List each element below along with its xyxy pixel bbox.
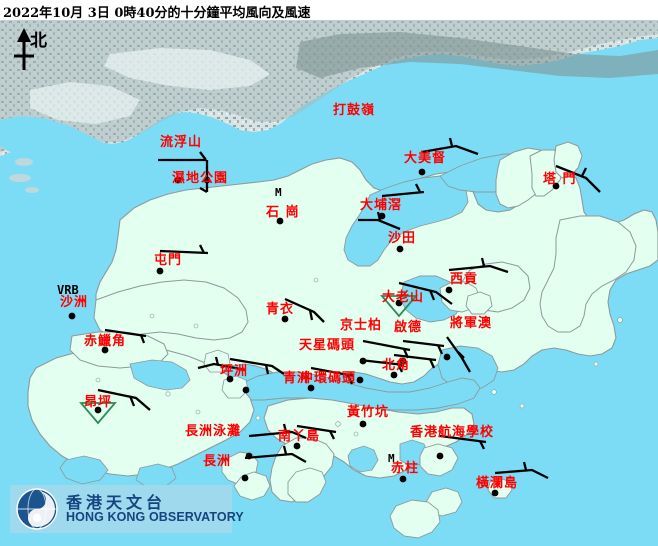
map-canvas [0,20,658,546]
map-geometry [0,20,658,546]
station-label-peng-chau: 坪洲 [220,364,249,379]
station-label-tsing-yi: 青衣 [266,302,295,317]
station-label-tate-s-cairn: 大老山 [382,290,425,305]
station-label-green-island: 青洲 [283,371,312,386]
station-label-central-pier: 中環碼頭 [300,371,357,386]
station-marker-sha-chau: VRB [57,283,79,297]
station-label-dagulingi: 打鼓嶺 [333,103,376,118]
title-bar: 2022年10月 3日 0時40分的十分鐘平均風向及風速 [0,0,658,21]
station-label-waglan-island: 橫瀾島 [476,476,519,491]
station-label-tai-mei-tuk: 大美督 [404,151,447,166]
station-label-sha-tin: 沙田 [388,231,417,246]
station-label-wong-chuk-hang: 黃竹坑 [347,405,390,420]
station-label-sai-kung: 西貢 [450,272,479,287]
station-label-wetland-park: 濕地公園 [172,171,229,186]
station-label-chek-lap-kok: 赤鱲角 [84,334,127,349]
station-label-lamma-island: 南丫島 [278,429,321,444]
station-label-sha-chau: 沙洲 [60,295,89,310]
station-label-tseung-kwan-o: 將軍澳 [450,316,493,331]
logo-text-zh: 香港天文台 [66,493,167,512]
station-marker-stanley: M [388,452,395,465]
station-label-kai-tak: 啟德 [394,320,423,335]
station-marker-shek-kong: M [275,186,282,199]
station-label-tuen-mun: 屯門 [154,253,183,268]
station-label-tai-po-kau: 大埔滘 [360,198,403,213]
north-arrow-icon [14,28,34,70]
logo-text-en: HONG KONG OBSERVATORY [66,510,244,524]
station-label-tap-mun: 塔 門 [543,172,577,187]
hko-swirl-logo-icon [16,488,58,530]
station-label-lau-fau-shan: 流浮山 [160,135,203,150]
station-label-ngong-ping: 昂坪 [84,395,113,410]
station-label-north-point: 北角 [382,358,411,373]
station-label-star-ferry: 天星碼頭 [299,338,356,353]
station-label-kings-park: 京士柏 [340,318,383,333]
station-dots [68,168,560,497]
pennant-markers [79,295,418,425]
station-label-cheung-chau: 長洲 [203,454,232,469]
station-label-cheung-chau-beach: 長洲泳灘 [185,424,242,439]
hko-logo: 香港天文台 HONG KONG OBSERVATORY [10,485,244,533]
north-label: 北 [30,31,47,51]
wind-barbs-layer [97,137,601,480]
station-label-hk-sea-school: 香港航海學校 [410,425,495,440]
station-label-stanley: 赤柱 [391,461,420,476]
page-title: 2022年10月 3日 0時40分的十分鐘平均風向及風速 [3,6,311,21]
station-label-shek-kong: 石 崗 [266,205,300,220]
